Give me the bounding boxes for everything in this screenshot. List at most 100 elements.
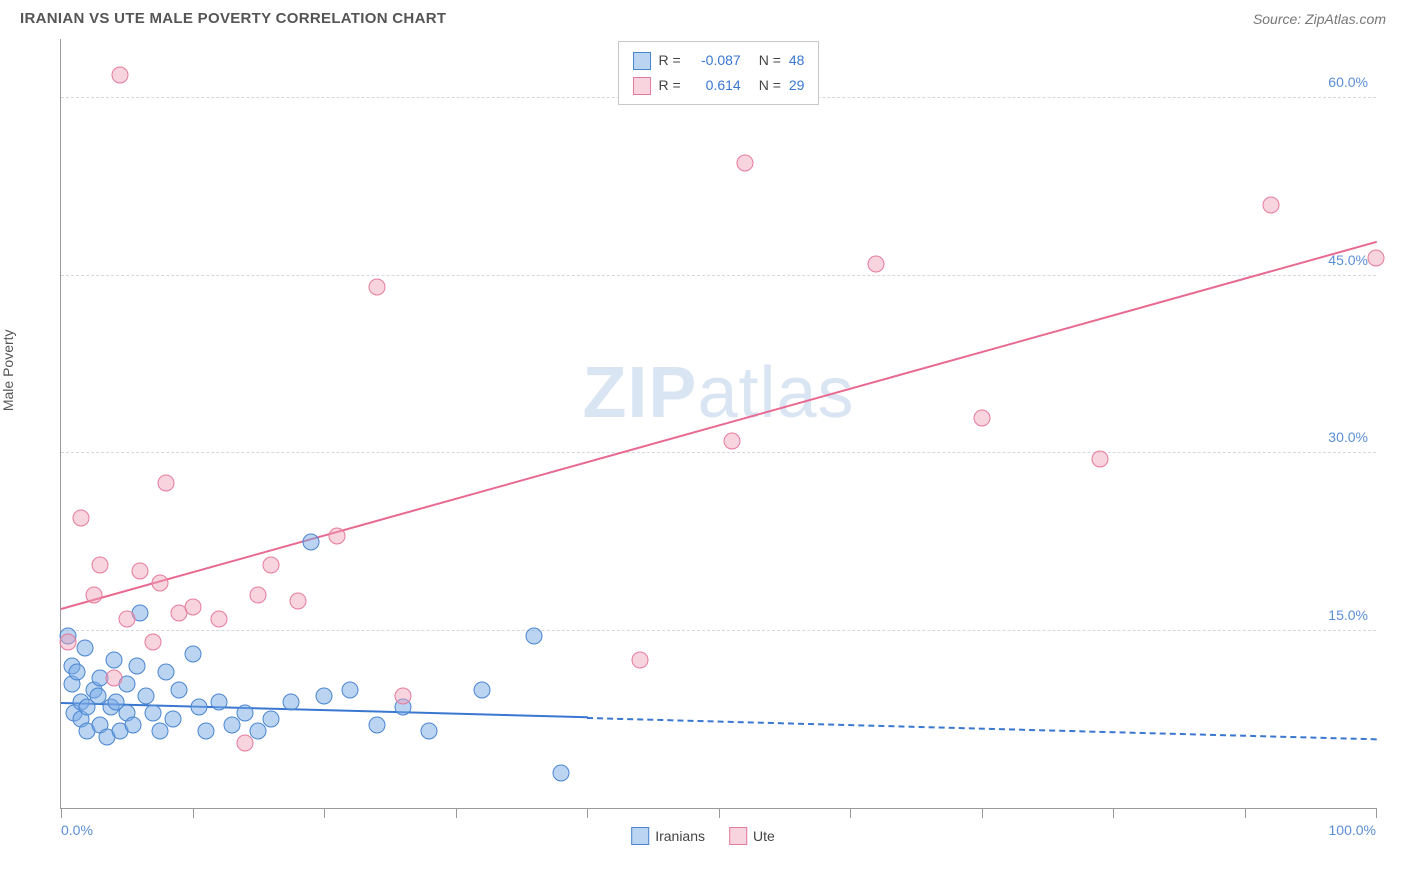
scatter-marker (118, 610, 135, 627)
scatter-marker (237, 705, 254, 722)
legend-item: Ute (729, 827, 775, 845)
scatter-marker (184, 646, 201, 663)
scatter-marker (184, 598, 201, 615)
legend-n-value: 29 (789, 73, 805, 98)
legend-r-value: -0.087 (689, 48, 741, 73)
scatter-marker (368, 279, 385, 296)
legend-label: Ute (753, 828, 775, 844)
x-tick (719, 808, 720, 818)
scatter-marker (210, 693, 227, 710)
scatter-marker (151, 575, 168, 592)
legend-r-value: 0.614 (689, 73, 741, 98)
scatter-marker (526, 628, 543, 645)
x-tick (1245, 808, 1246, 818)
trend-line (61, 702, 587, 718)
scatter-marker (197, 723, 214, 740)
scatter-marker (250, 587, 267, 604)
legend-swatch (633, 77, 651, 95)
y-tick-label: 60.0% (1328, 74, 1368, 90)
x-tick (324, 808, 325, 818)
grid-line (61, 630, 1376, 631)
legend-n-value: 48 (789, 48, 805, 73)
x-tick (193, 808, 194, 818)
scatter-marker (329, 527, 346, 544)
scatter-marker (145, 705, 162, 722)
legend-row: R = 0.614 N = 29 (633, 73, 805, 98)
scatter-marker (473, 681, 490, 698)
scatter-marker (421, 723, 438, 740)
scatter-marker (138, 687, 155, 704)
scatter-marker (263, 557, 280, 574)
scatter-marker (76, 640, 93, 657)
scatter-marker (158, 663, 175, 680)
y-axis-label: Male Poverty (0, 329, 16, 411)
scatter-marker (1368, 249, 1385, 266)
x-tick (982, 808, 983, 818)
legend-n-label: N = (759, 73, 781, 98)
scatter-marker (1091, 451, 1108, 468)
scatter-marker (237, 734, 254, 751)
scatter-marker (250, 723, 267, 740)
scatter-marker (129, 658, 146, 675)
scatter-marker (85, 587, 102, 604)
scatter-marker (631, 652, 648, 669)
legend-label: Iranians (655, 828, 705, 844)
scatter-marker (973, 409, 990, 426)
legend-item: Iranians (631, 827, 705, 845)
scatter-marker (112, 66, 129, 83)
chart-title: IRANIAN VS UTE MALE POVERTY CORRELATION … (20, 10, 446, 27)
watermark: ZIPatlas (582, 352, 854, 434)
scatter-marker (59, 634, 76, 651)
scatter-marker (171, 681, 188, 698)
x-tick-label: 0.0% (61, 822, 93, 838)
x-tick-label: 100.0% (1329, 822, 1376, 838)
legend-row: R = -0.087 N = 48 (633, 48, 805, 73)
scatter-marker (131, 563, 148, 580)
scatter-marker (125, 717, 142, 734)
legend-n-label: N = (759, 48, 781, 73)
scatter-marker (342, 681, 359, 698)
x-tick (1113, 808, 1114, 818)
y-tick-label: 15.0% (1328, 607, 1368, 623)
x-tick (61, 808, 62, 818)
scatter-marker (158, 474, 175, 491)
scatter-marker (723, 433, 740, 450)
scatter-marker (164, 711, 181, 728)
scatter-marker (210, 610, 227, 627)
scatter-marker (68, 663, 85, 680)
plot-area: ZIPatlas 15.0%30.0%45.0%60.0%0.0%100.0%R… (60, 39, 1376, 809)
scatter-marker (105, 669, 122, 686)
scatter-marker (302, 533, 319, 550)
legend-bottom: Iranians Ute (631, 827, 775, 845)
grid-line (61, 275, 1376, 276)
scatter-marker (105, 652, 122, 669)
grid-line (61, 452, 1376, 453)
legend-correlation: R = -0.087 N = 48 R = 0.614 N = 29 (618, 41, 820, 105)
x-tick (587, 808, 588, 818)
chart-header: IRANIAN VS UTE MALE POVERTY CORRELATION … (0, 0, 1406, 33)
legend-r-label: R = (659, 48, 681, 73)
scatter-marker (316, 687, 333, 704)
scatter-marker (191, 699, 208, 716)
y-tick-label: 30.0% (1328, 429, 1368, 445)
chart-container: Male Poverty ZIPatlas 15.0%30.0%45.0%60.… (20, 39, 1386, 849)
legend-r-label: R = (659, 73, 681, 98)
source-label: Source: ZipAtlas.com (1253, 11, 1386, 27)
scatter-marker (736, 155, 753, 172)
trend-line (587, 717, 1377, 740)
scatter-marker (1262, 196, 1279, 213)
scatter-marker (368, 717, 385, 734)
scatter-marker (552, 764, 569, 781)
trend-line (61, 240, 1378, 609)
x-tick (850, 808, 851, 818)
scatter-marker (151, 723, 168, 740)
scatter-marker (263, 711, 280, 728)
legend-swatch (633, 52, 651, 70)
scatter-marker (868, 255, 885, 272)
scatter-marker (145, 634, 162, 651)
legend-swatch (729, 827, 747, 845)
scatter-marker (92, 557, 109, 574)
x-tick (456, 808, 457, 818)
scatter-marker (289, 592, 306, 609)
scatter-marker (223, 717, 240, 734)
